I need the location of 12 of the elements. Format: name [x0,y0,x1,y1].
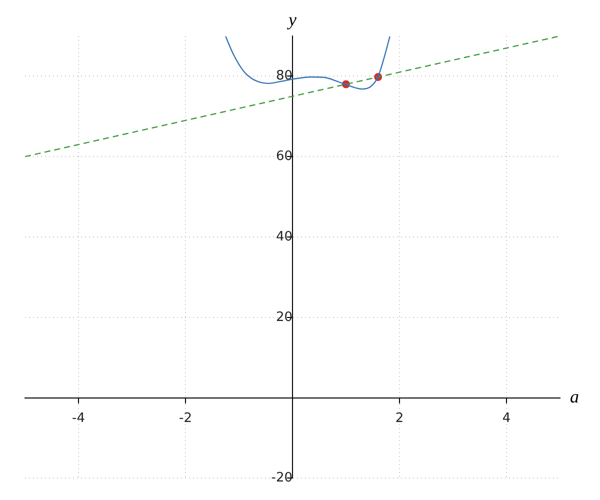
x-tick-label: 4 [502,410,511,426]
x-tick-label: 2 [395,410,404,426]
x-tick-label: -2 [179,410,192,426]
x-axis-title: a [570,386,579,407]
y-tick-label: 60 [276,148,292,164]
x-tick-label: -4 [72,410,85,426]
y-tick-label: 40 [276,229,292,244]
line-series [225,36,390,90]
y-tick-label: 20 [276,310,292,325]
y-axis-title: y [286,10,296,30]
y-tick-label: 80 [276,68,292,84]
y-tick-label: -20 [271,470,292,486]
